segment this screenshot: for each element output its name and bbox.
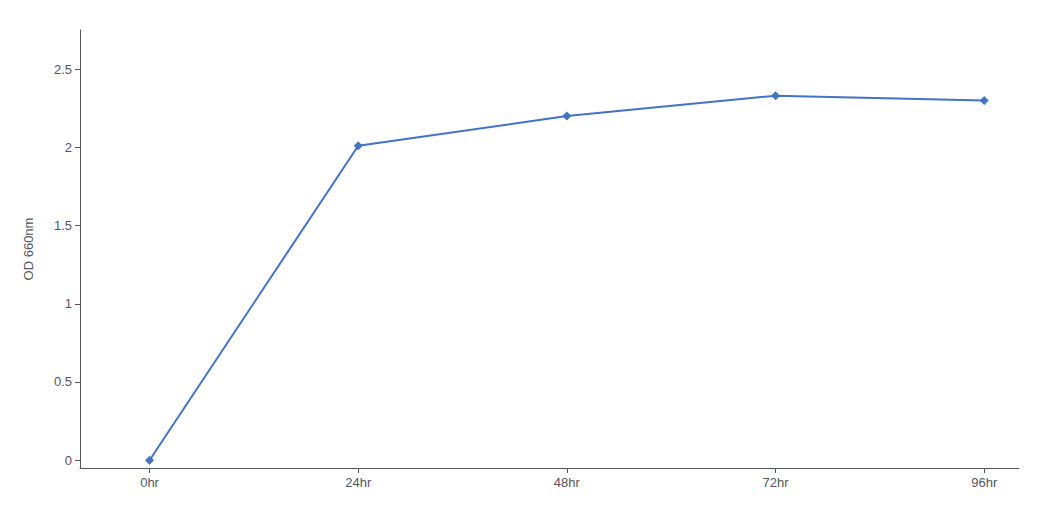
svg-text:0.5: 0.5 [54, 374, 72, 389]
svg-text:2.5: 2.5 [54, 62, 72, 77]
svg-text:24hr: 24hr [345, 475, 372, 490]
svg-text:48hr: 48hr [554, 475, 581, 490]
svg-text:2: 2 [65, 140, 72, 155]
svg-text:72hr: 72hr [763, 475, 790, 490]
svg-text:96hr: 96hr [971, 475, 998, 490]
svg-text:0hr: 0hr [140, 475, 159, 490]
svg-text:OD 660nm: OD 660nm [21, 218, 36, 281]
svg-text:1.5: 1.5 [54, 218, 72, 233]
svg-text:1: 1 [65, 296, 72, 311]
svg-text:0: 0 [65, 453, 72, 468]
